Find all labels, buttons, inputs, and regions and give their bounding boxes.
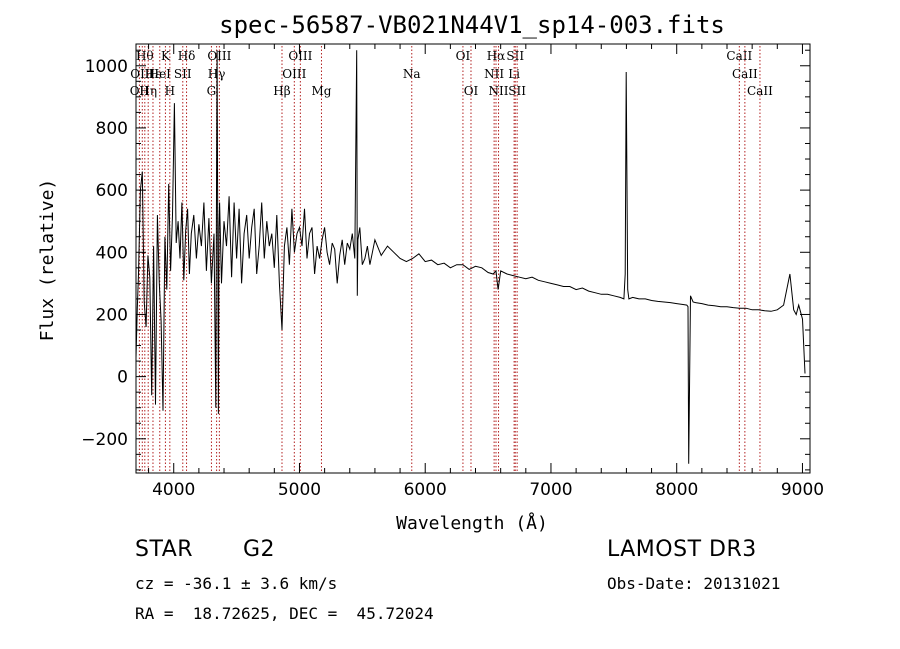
y-tick-label-400: 400 (96, 243, 128, 263)
line-marker-label-27: CaII (732, 67, 758, 81)
spectrum-line (135, 50, 806, 464)
line-marker-label-0: OII (130, 84, 150, 98)
x-tick-label-8000: 8000 (655, 480, 698, 500)
line-marker-label-2: Hθ (136, 49, 154, 63)
coordinates-text: RA = 18.72625, DEC = 45.72024 (135, 604, 434, 623)
line-marker-label-24: SII (506, 49, 524, 63)
line-marker-label-14: OIII (282, 67, 306, 81)
line-marker-label-28: CaII (747, 84, 773, 98)
line-marker-label-13: Hβ (273, 84, 290, 98)
x-tick-label-4000: 4000 (152, 480, 195, 500)
y-tick-label-600: 600 (96, 181, 128, 201)
chart-title: spec-56587-VB021N44V1_sp14-003.fits (219, 11, 725, 39)
axis-ticks: 4000 5000 6000 7000 8000 9000 −200 0 200 400 600 80… (81, 44, 824, 500)
y-tick-label-0: 0 (117, 368, 128, 388)
object-subclass: G2 (243, 537, 276, 562)
line-marker-label-18: OI (456, 49, 471, 63)
line-marker-label-21: Hα (487, 49, 506, 63)
line-marker-label-16: Mg (311, 84, 331, 98)
x-axis-label: Wavelength (Å) (396, 512, 548, 534)
line-marker-label-7: H (165, 84, 175, 98)
line-marker-label-19: OI (464, 84, 479, 98)
plot-area (135, 50, 806, 464)
survey-name: LAMOST DR3 (607, 537, 757, 562)
line-marker-label-6: K (161, 49, 171, 63)
line-marker-label-9: Hδ (178, 49, 196, 63)
line-marker-label-8: SII (174, 67, 192, 81)
x-tick-label-6000: 6000 (404, 480, 447, 500)
y-tick-label-200: 200 (96, 305, 128, 325)
plot-frame (135, 43, 811, 474)
line-marker-label-10: G (207, 84, 217, 98)
x-tick-label-5000: 5000 (278, 480, 321, 500)
obs-date-text: Obs-Date: 20131021 (607, 574, 781, 593)
line-marker-label-4: Hε (145, 67, 162, 81)
line-marker-label-26: CaII (726, 49, 752, 63)
line-marker-label-17: Na (403, 67, 421, 81)
line-marker-label-22: NII (489, 84, 509, 98)
y-axis-label: Flux (relative) (37, 179, 58, 342)
object-class: STAR (135, 537, 194, 562)
line-marker-label-15: OIII (288, 49, 312, 63)
y-tick-label--200: −200 (81, 430, 128, 450)
line-marker-label-3: Hη (139, 84, 157, 98)
x-tick-label-7000: 7000 (529, 480, 572, 500)
x-tick-label-9000: 9000 (781, 480, 824, 500)
line-marker-label-25: SII (508, 84, 526, 98)
y-tick-label-800: 800 (96, 119, 128, 139)
y-tick-label-1000: 1000 (85, 57, 128, 77)
emission-line-markers: OIIOIIIHθHηHεHeIKHSIIHδGHγOIIIHβOIIIOIII… (130, 46, 773, 473)
line-marker-label-23: Li (508, 67, 520, 81)
line-marker-label-5: HeI (149, 67, 172, 81)
redshift-text: cz = -36.1 ± 3.6 km/s (135, 574, 338, 593)
line-marker-label-12: OIII (207, 49, 231, 63)
line-marker-label-20: NII (484, 67, 504, 81)
